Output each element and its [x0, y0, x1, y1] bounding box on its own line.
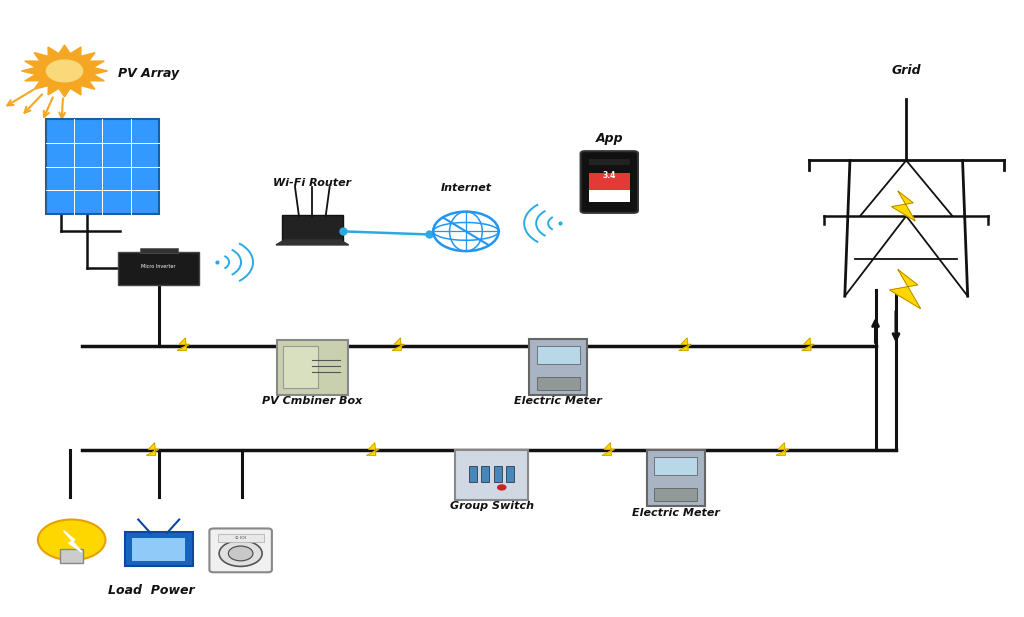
Polygon shape: [146, 443, 159, 455]
FancyBboxPatch shape: [481, 466, 489, 482]
Circle shape: [46, 60, 83, 82]
FancyBboxPatch shape: [654, 488, 697, 501]
Text: ⊙ IOI: ⊙ IOI: [236, 536, 246, 540]
Text: Internet: Internet: [440, 183, 492, 193]
Polygon shape: [392, 338, 404, 350]
FancyBboxPatch shape: [654, 457, 697, 475]
FancyBboxPatch shape: [469, 466, 477, 482]
Text: App: App: [596, 132, 623, 145]
FancyBboxPatch shape: [529, 339, 587, 395]
Text: Micro Inverter: Micro Inverter: [141, 264, 176, 269]
Text: PV Cmbiner Box: PV Cmbiner Box: [262, 397, 362, 407]
Polygon shape: [890, 270, 921, 308]
FancyBboxPatch shape: [139, 248, 178, 253]
Polygon shape: [22, 45, 108, 97]
FancyBboxPatch shape: [125, 532, 193, 566]
Circle shape: [219, 540, 262, 566]
Text: Wi-Fi Router: Wi-Fi Router: [273, 178, 351, 188]
Text: Group Switch: Group Switch: [450, 502, 534, 511]
Text: PV Array: PV Array: [118, 67, 179, 80]
FancyBboxPatch shape: [283, 346, 317, 389]
FancyBboxPatch shape: [132, 538, 185, 561]
Polygon shape: [602, 443, 614, 455]
FancyBboxPatch shape: [506, 466, 514, 482]
FancyBboxPatch shape: [494, 466, 502, 482]
Polygon shape: [802, 338, 814, 350]
Polygon shape: [275, 240, 348, 245]
FancyBboxPatch shape: [282, 215, 342, 241]
Polygon shape: [367, 443, 379, 455]
Circle shape: [498, 485, 506, 490]
Polygon shape: [63, 531, 82, 552]
Text: Electric Meter: Electric Meter: [632, 508, 720, 518]
FancyBboxPatch shape: [118, 252, 199, 285]
FancyBboxPatch shape: [217, 534, 264, 542]
FancyBboxPatch shape: [581, 151, 638, 213]
FancyBboxPatch shape: [455, 450, 528, 500]
Text: 3.4: 3.4: [602, 172, 616, 180]
Polygon shape: [177, 338, 189, 350]
FancyBboxPatch shape: [537, 346, 580, 364]
FancyBboxPatch shape: [60, 549, 83, 563]
Circle shape: [228, 546, 253, 561]
FancyBboxPatch shape: [276, 339, 347, 395]
FancyBboxPatch shape: [647, 450, 705, 506]
Text: Grid: Grid: [892, 64, 921, 77]
Polygon shape: [892, 191, 915, 221]
Polygon shape: [776, 443, 788, 455]
FancyBboxPatch shape: [589, 191, 630, 202]
Text: Load  Power: Load Power: [109, 584, 195, 597]
FancyBboxPatch shape: [537, 377, 580, 390]
Polygon shape: [679, 338, 691, 350]
FancyBboxPatch shape: [46, 118, 159, 215]
Circle shape: [433, 212, 499, 251]
Text: Electric Meter: Electric Meter: [514, 397, 602, 407]
FancyBboxPatch shape: [209, 528, 271, 573]
Circle shape: [38, 520, 105, 560]
FancyBboxPatch shape: [589, 159, 630, 165]
FancyBboxPatch shape: [589, 173, 630, 202]
